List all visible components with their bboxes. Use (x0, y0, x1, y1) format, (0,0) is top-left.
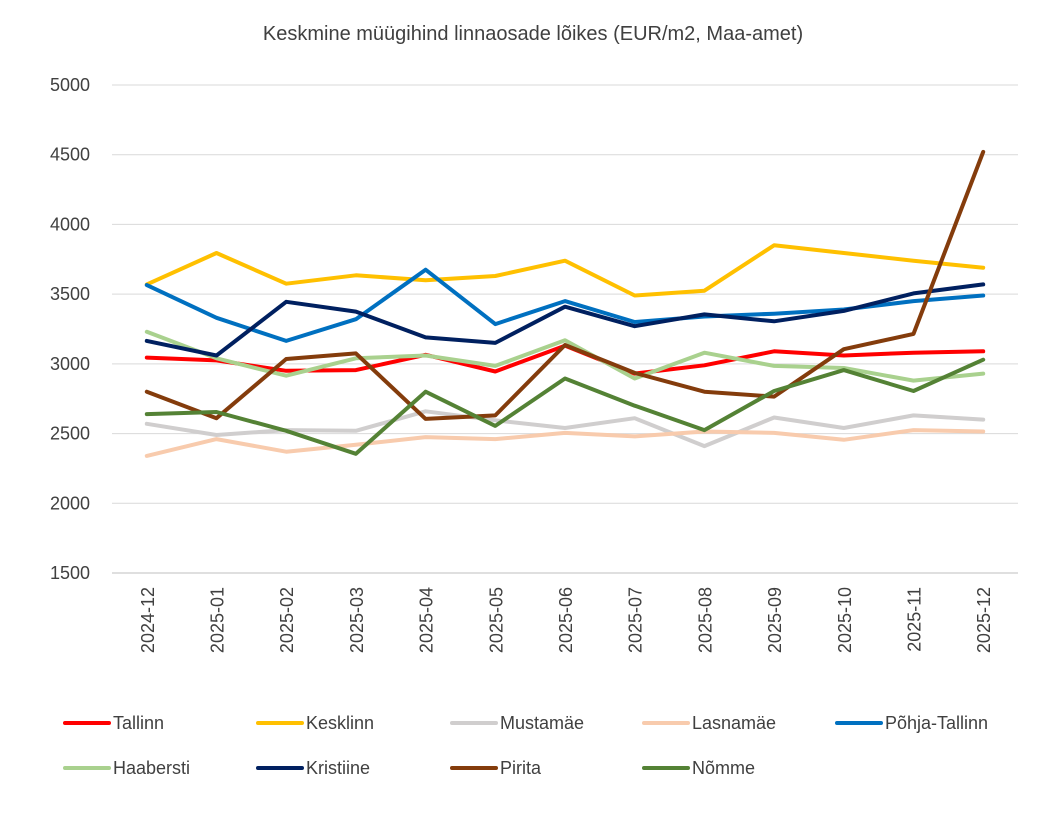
legend-item: Põhja-Tallinn (835, 713, 988, 733)
y-tick-label: 4500 (50, 145, 90, 165)
legend-item: Kesklinn (256, 713, 374, 733)
y-tick-label: 2500 (50, 424, 90, 444)
legend-label: Põhja-Tallinn (885, 713, 988, 733)
series-line-pirita (144, 149, 986, 421)
legend-item: Mustamäe (450, 713, 584, 733)
x-tick-label: 2025-01 (208, 587, 228, 653)
x-tick-label: 2025-05 (486, 587, 506, 653)
y-tick-label: 5000 (50, 75, 90, 95)
y-tick-label: 2000 (50, 493, 90, 513)
x-tick-label: 2025-06 (556, 587, 576, 653)
legend-label: Mustamäe (500, 713, 584, 733)
legend-label: Tallinn (113, 713, 164, 733)
x-tick-label: 2025-07 (626, 587, 646, 653)
y-tick-label: 4000 (50, 214, 90, 234)
x-tick-label: 2024-12 (138, 587, 158, 653)
x-tick-label: 2025-09 (765, 587, 785, 653)
x-tick-label: 2025-10 (835, 587, 855, 653)
x-tick-label: 2025-02 (277, 587, 297, 653)
legend-item: Nõmme (642, 758, 755, 778)
x-tick-label: 2025-04 (417, 587, 437, 653)
y-tick-label: 3000 (50, 354, 90, 374)
series-line-kristiine (144, 282, 986, 358)
legend-item: Lasnamäe (642, 713, 776, 733)
y-axis-ticks: 1500 2000 2500 3000 3500 4000 4500 5000 (50, 75, 90, 583)
series-line-n-mme (144, 357, 986, 456)
legend-item: Kristiine (256, 758, 370, 778)
x-tick-label: 2025-11 (904, 587, 924, 652)
y-tick-label: 1500 (50, 563, 90, 583)
legend-item: Haabersti (63, 758, 190, 778)
chart-title: Keskmine müügihind linnaosade lõikes (EU… (263, 23, 803, 45)
series-line-kesklinn (144, 243, 986, 298)
series-line-lasnam-e (144, 428, 986, 458)
legend-item: Pirita (450, 758, 542, 778)
legend-label: Kristiine (306, 758, 370, 778)
x-axis-ticks: 2024-12 2025-01 2025-02 2025-03 2025-04 2025-… (138, 587, 994, 653)
legend-label: Nõmme (692, 758, 755, 778)
x-tick-label: 2025-03 (347, 587, 367, 653)
x-tick-label: 2025-12 (974, 587, 994, 653)
series-line-haabersti (144, 329, 986, 383)
x-tick-label: 2025-08 (695, 587, 715, 653)
legend-label: Lasnamäe (692, 713, 776, 733)
legend-item: Tallinn (63, 713, 164, 733)
series-lines (144, 149, 986, 458)
legend-label: Kesklinn (306, 713, 374, 733)
y-tick-label: 3500 (50, 284, 90, 304)
legend-label: Haabersti (113, 758, 190, 778)
legend: Tallinn Kesklinn Mustamäe Lasnamäe Põhja-Tal… (63, 713, 988, 778)
legend-label: Pirita (500, 758, 542, 778)
